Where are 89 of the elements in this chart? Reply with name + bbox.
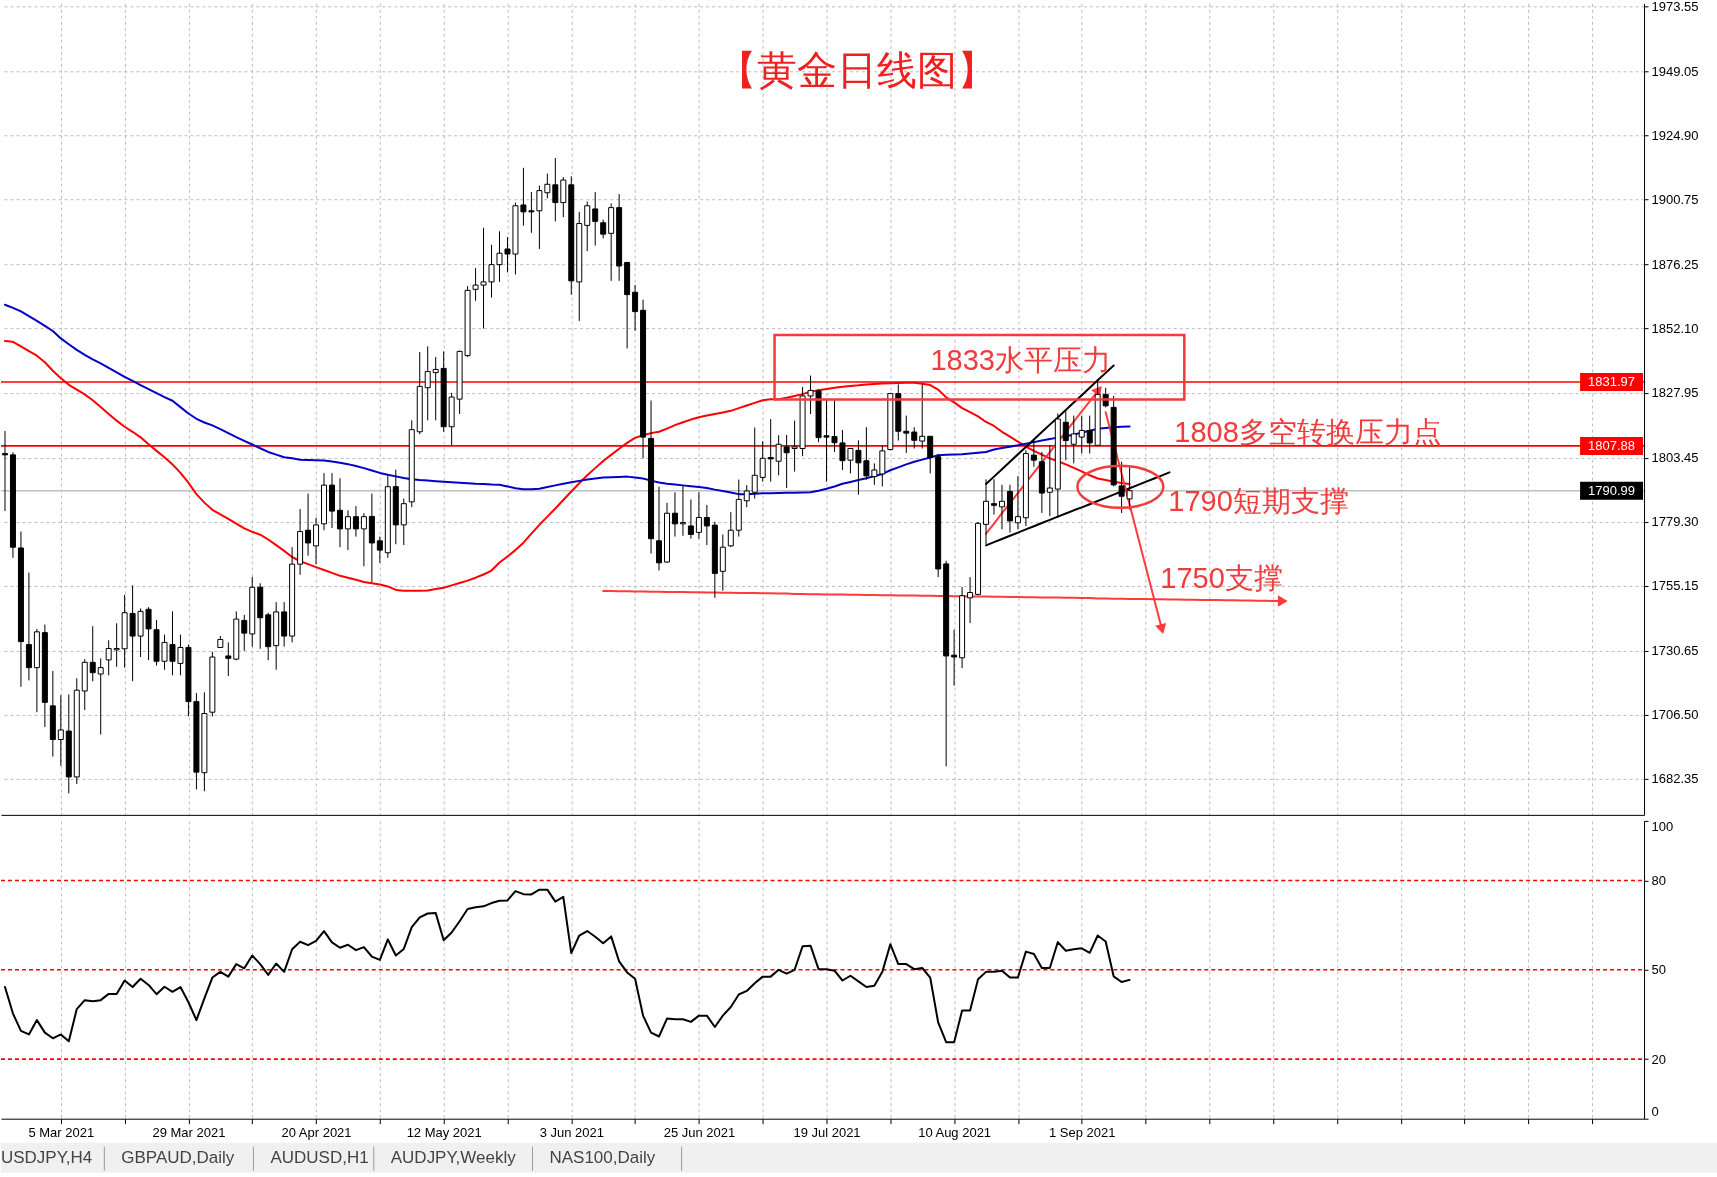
annotation: 1808多空转换压力点 [1174,416,1442,449]
candlestick [344,509,351,551]
y-tick-label: 1852.10 [1651,321,1699,337]
y-tick-label: 20 [1651,1051,1666,1067]
candlestick [360,512,367,567]
candlestick [703,504,710,546]
candlestick [727,511,734,548]
candlestick [336,477,343,548]
candlestick [656,486,663,572]
text: 【黄金日线图】 [716,48,997,93]
ref-line-label: 1831.97 [1588,374,1636,390]
annotation: 1833水平压力 [930,343,1111,376]
candlestick [305,493,312,557]
candlestick [400,498,407,546]
candlestick [919,383,926,449]
y-tick-label: 1900.75 [1651,192,1699,208]
candlestick [584,201,591,252]
candlestick [105,639,112,676]
y-tick-label: 1876.25 [1651,257,1699,273]
candlestick [1070,415,1077,464]
y-tick-label: 1706.50 [1651,707,1699,723]
candlestick [967,576,974,624]
y-tick-label: 1924.90 [1651,127,1699,143]
candlestick [225,641,232,677]
annotation: 1790短期支撑 [1168,485,1349,518]
y-tick-label: 50 [1651,962,1666,978]
text: AUDJPY,Weekly [390,1147,517,1167]
candlestick [1046,444,1053,517]
x-tick-label: 19 Jul 2021 [793,1125,861,1141]
candlestick [560,176,567,218]
x-tick-label: 5 Mar 2021 [28,1125,95,1141]
x-tick-label: 3 Jun 2021 [539,1125,604,1141]
x-tick-label: 1 Sep 2021 [1049,1125,1116,1141]
y-tick-label: 1779.30 [1651,514,1699,530]
candlestick [1030,439,1037,468]
y-tick-label: 80 [1651,872,1666,888]
candlestick [671,491,678,538]
y-tick-label: 1682.35 [1651,771,1699,787]
candlestick [352,505,359,538]
candlestick [552,157,559,222]
y-tick-label: 0 [1651,1104,1659,1120]
candlestick [97,657,104,735]
annotation: 1750支撑 [1160,562,1283,595]
candlestick [1014,475,1021,530]
y-tick-label: 1730.65 [1651,643,1699,659]
y-tick-label: 1973.55 [1651,0,1699,14]
candlestick [687,498,694,540]
candlestick [927,435,934,474]
text: NAS100,Daily [549,1147,656,1167]
x-tick-label: 10 Aug 2021 [918,1125,992,1141]
x-tick-label: 20 Apr 2021 [281,1125,352,1141]
y-tick-label: 1949.05 [1651,63,1699,79]
candlestick [767,418,774,483]
x-tick-label: 12 May 2021 [406,1125,482,1141]
candlestick [592,191,599,247]
x-tick-label: 25 Jun 2021 [663,1125,736,1141]
ref-line-label: 1790.99 [1588,483,1636,499]
candlestick [1086,415,1093,455]
candlestick [600,219,607,239]
candlestick [759,440,766,483]
candlestick [743,484,750,508]
candlestick [432,356,439,421]
x-tick-label: 29 Mar 2021 [152,1125,226,1141]
candlestick [1078,415,1085,455]
candlestick [313,517,320,565]
y-tick-label: 1803.45 [1651,450,1699,466]
candlestick [911,426,918,449]
candlestick [89,625,96,682]
candlestick [241,614,248,652]
candlestick [903,415,910,454]
candlestick [695,491,702,540]
y-tick-label: 100 [1651,819,1674,835]
text: USDJPY,H4 [1,1147,93,1167]
candlestick [951,629,958,687]
candlestick [679,484,686,537]
candlestick [57,694,64,767]
text: GBPAUD,Daily [121,1147,235,1167]
candlestick [25,572,32,681]
candlestick [1062,410,1069,461]
y-tick-label: 1755.15 [1651,578,1699,594]
candlestick [751,427,758,500]
y-tick-label: 1827.95 [1651,385,1699,401]
candlestick [376,536,383,564]
candlestick [632,284,639,332]
candlestick [424,345,431,421]
candlestick [1,430,8,512]
ref-line-label: 1807.88 [1588,438,1636,454]
text: AUDUSD,H1 [270,1147,369,1167]
candlestick [998,484,1005,530]
